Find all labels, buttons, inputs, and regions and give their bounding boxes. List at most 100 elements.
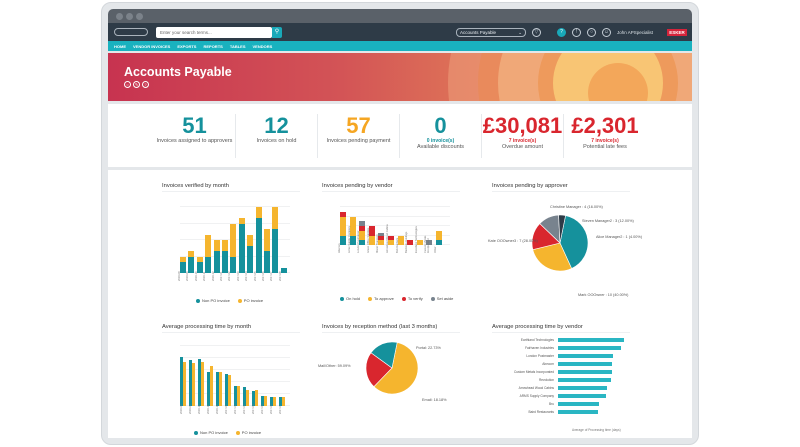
user-avatar-icon[interactable]: ☺ <box>601 27 611 37</box>
kpi-tile[interactable]: £30,081 7 invoice(s) Overdue amount <box>482 113 564 158</box>
kpi-tile[interactable]: 57 Invoices pending payment <box>318 113 400 158</box>
chart-bar[interactable] <box>273 396 277 406</box>
help-icon[interactable]: ? <box>556 27 566 37</box>
nav-exports[interactable]: EXPORTS <box>177 43 197 49</box>
nav-vendors[interactable]: VENDORS <box>252 43 273 49</box>
chart-bar[interactable] <box>426 240 433 245</box>
legend-item[interactable]: Non PO invoice <box>194 430 228 435</box>
chart-bar[interactable] <box>388 235 394 241</box>
chart-bar[interactable] <box>558 410 598 414</box>
chart-bar[interactable] <box>261 396 265 406</box>
legend-item[interactable]: To approve <box>368 296 394 301</box>
pie-slice[interactable] <box>365 352 393 388</box>
chart-bar[interactable] <box>378 235 385 241</box>
chart-bar[interactable] <box>213 251 220 273</box>
chart-bar[interactable] <box>255 218 262 273</box>
chart-bar[interactable] <box>201 361 205 406</box>
app-logo[interactable] <box>114 28 148 36</box>
chart-bar[interactable] <box>407 240 414 245</box>
chart-bar[interactable] <box>558 378 611 382</box>
chart-bar[interactable] <box>255 390 259 406</box>
legend-item[interactable]: Non PO invoice <box>196 298 230 303</box>
nav-home[interactable]: HOME <box>114 43 126 49</box>
chart-bar[interactable] <box>359 230 366 241</box>
chart-bar[interactable] <box>255 207 262 218</box>
legend-item[interactable]: PO invoice <box>235 430 261 435</box>
chart-bar[interactable] <box>279 396 283 406</box>
chart-bar[interactable] <box>359 226 366 231</box>
chart-bar[interactable] <box>247 234 254 246</box>
window-dot-icon[interactable] <box>136 13 143 20</box>
window-dot-icon[interactable] <box>126 13 133 20</box>
legend-item[interactable]: To verify <box>401 296 423 301</box>
chart-bar[interactable] <box>558 394 607 398</box>
notification-icon[interactable]: ! <box>571 27 581 37</box>
chart-bar[interactable] <box>368 226 375 236</box>
chart-bar[interactable] <box>210 365 214 406</box>
chart-bar[interactable] <box>205 234 212 257</box>
chart-bar[interactable] <box>234 386 238 406</box>
chart-bar[interactable] <box>436 240 442 245</box>
shield-icon[interactable]: ○ <box>586 27 596 37</box>
chart-bar[interactable] <box>378 233 385 236</box>
chart-bar[interactable] <box>558 346 622 350</box>
chart-bar[interactable] <box>558 402 599 406</box>
chart-bar[interactable] <box>207 371 211 406</box>
chart-bar[interactable] <box>238 223 245 273</box>
chart-bar[interactable] <box>238 218 245 224</box>
chart-bar[interactable] <box>237 386 241 406</box>
chart-bar[interactable] <box>264 251 270 273</box>
pie-slice[interactable] <box>559 215 589 269</box>
chart-bar[interactable] <box>264 229 270 251</box>
chart-bar[interactable] <box>388 240 394 245</box>
chart-bar[interactable] <box>247 245 254 273</box>
chart-bar[interactable] <box>196 262 203 273</box>
chart-bar[interactable] <box>246 389 250 406</box>
chart-bar[interactable] <box>280 267 287 273</box>
legend-item[interactable]: Set aside <box>430 296 453 301</box>
kpi-tile[interactable]: £2,301 7 invoice(s) Potential late fees <box>564 113 646 158</box>
window-dot-icon[interactable] <box>116 13 123 20</box>
legend-item[interactable]: PO invoice <box>237 298 263 303</box>
chart-bar[interactable] <box>272 207 279 229</box>
nav-reports[interactable]: REPORTS <box>203 43 223 49</box>
chart-bar[interactable] <box>558 386 608 390</box>
chart-bar[interactable] <box>359 221 366 226</box>
chart-bar[interactable] <box>180 356 184 406</box>
chart-bar[interactable] <box>230 256 237 273</box>
chart-bar[interactable] <box>368 235 375 245</box>
chart-bar[interactable] <box>183 362 187 406</box>
chart-bar[interactable] <box>378 240 385 245</box>
chart-bar[interactable] <box>196 256 203 262</box>
edit-icon[interactable]: ✎ <box>133 81 140 88</box>
chart-bar[interactable] <box>340 235 346 245</box>
settings-icon[interactable]: ○ <box>124 81 131 88</box>
chart-bar[interactable] <box>397 235 404 245</box>
chart-bar[interactable] <box>340 211 346 217</box>
legend-item[interactable]: On hold <box>340 296 360 301</box>
chart-bar[interactable] <box>349 235 356 245</box>
chart-bar[interactable] <box>282 396 286 406</box>
chart-bar[interactable] <box>219 371 223 406</box>
chart-bar[interactable] <box>436 230 442 241</box>
chart-bar[interactable] <box>216 371 220 406</box>
chart-bar[interactable] <box>416 240 423 245</box>
filter-icon[interactable]: ▽ <box>531 27 541 37</box>
profile-select[interactable]: Accounts Payable ⌄ <box>455 27 526 37</box>
nav-vendor-invoices[interactable]: VENDOR INVOICES <box>133 43 171 49</box>
chart-bar[interactable] <box>213 240 220 251</box>
chart-bar[interactable] <box>192 362 196 406</box>
chart-bar[interactable] <box>225 373 229 406</box>
chart-bar[interactable] <box>188 256 195 273</box>
search-input[interactable]: Enter your search terms... <box>156 26 272 38</box>
help-icon[interactable]: ? <box>142 81 149 88</box>
chart-bar[interactable] <box>558 370 612 374</box>
chart-bar[interactable] <box>272 229 279 273</box>
chart-bar[interactable] <box>180 262 186 273</box>
user-name[interactable]: John APSpecialist <box>616 29 653 35</box>
chart-bar[interactable] <box>558 354 613 358</box>
chart-bar[interactable] <box>252 391 256 406</box>
chart-bar[interactable] <box>222 240 228 251</box>
pie-slice[interactable] <box>370 341 398 369</box>
